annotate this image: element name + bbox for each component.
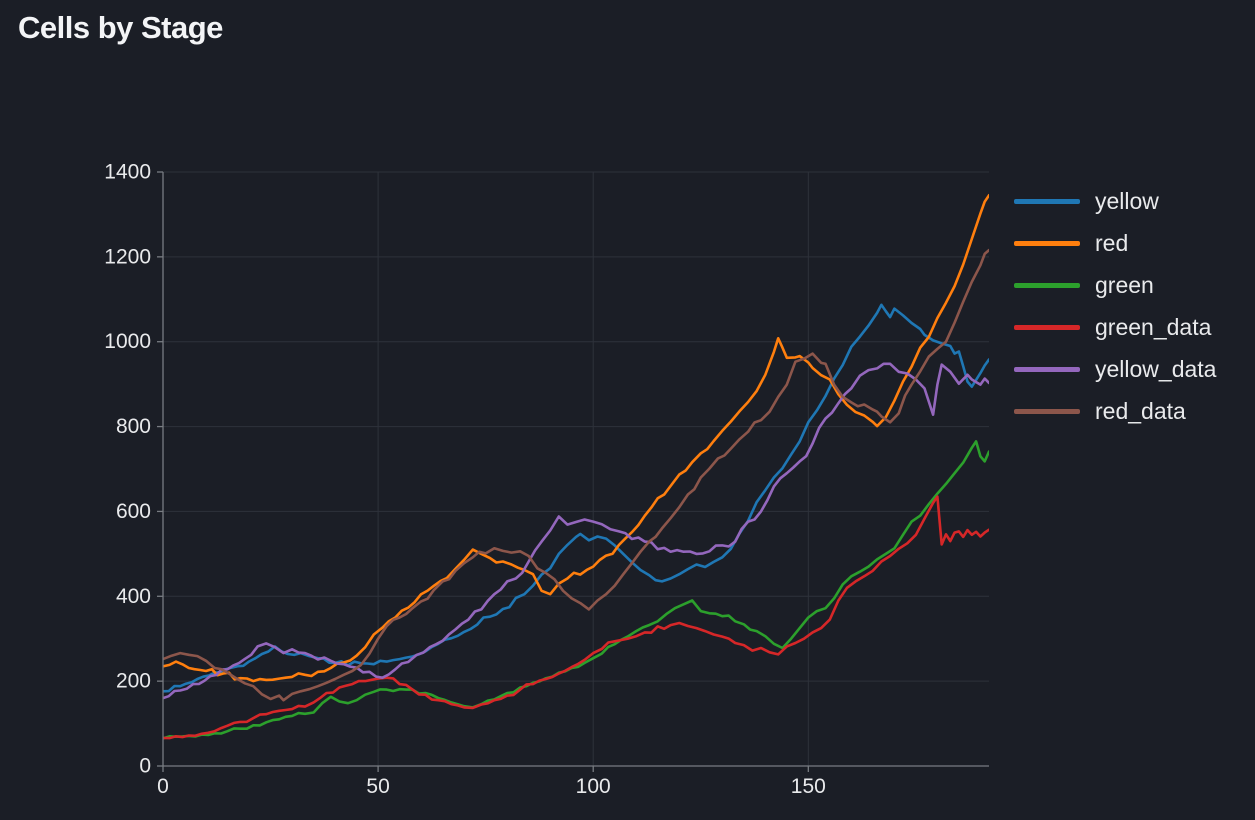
axes: 0 200 400 600 800 1000 1200 1400 0 50 100 150 — [104, 161, 989, 798]
legend-line-swatch — [1014, 324, 1080, 330]
y-tick-label: 400 — [116, 585, 151, 608]
x-tick-label: 100 — [576, 775, 611, 798]
series-line-red — [163, 194, 989, 683]
legend-item-green_data: green_data — [1014, 306, 1216, 348]
x-tick-label: 0 — [157, 775, 169, 798]
chart-title: Cells by Stage — [18, 10, 223, 45]
legend-item-yellow: yellow — [1014, 180, 1216, 222]
legend-item-label: green — [1095, 271, 1154, 298]
legend-line-swatch — [1014, 282, 1080, 288]
legend-item-label: green_data — [1095, 313, 1212, 340]
legend-item-label: red_data — [1095, 397, 1186, 424]
legend-line-swatch — [1014, 198, 1080, 204]
series-line-green_data — [163, 495, 989, 740]
legend-item-label: red — [1095, 229, 1129, 256]
series-line-yellow_data — [163, 362, 989, 700]
legend-item-label: yellow — [1095, 187, 1159, 214]
y-tick-label: 1400 — [104, 161, 151, 184]
x-tick-label: 150 — [791, 775, 826, 798]
legend-item-yellow_data: yellow_data — [1014, 348, 1216, 390]
legend-item-red_data: red_data — [1014, 390, 1216, 432]
y-tick-label: 1000 — [104, 330, 151, 353]
legend: yellow red green green_data yellow_data red_d… — [1014, 180, 1216, 432]
y-tick-label: 200 — [116, 670, 151, 693]
legend-line-swatch — [1014, 408, 1080, 414]
legend-item-green: green — [1014, 264, 1216, 306]
y-tick-label: 800 — [116, 415, 151, 438]
legend-line-swatch — [1014, 240, 1080, 246]
x-tick-label: 50 — [366, 775, 389, 798]
series-line-red_data — [163, 248, 989, 702]
gridlines — [163, 171, 989, 766]
series-line-yellow — [163, 303, 989, 693]
legend-item-label: yellow_data — [1095, 355, 1217, 382]
series-line-green — [163, 440, 989, 740]
y-tick-label: 0 — [139, 755, 151, 778]
y-tick-label: 1200 — [104, 245, 151, 268]
y-tick-label: 600 — [116, 500, 151, 523]
legend-line-swatch — [1014, 366, 1080, 372]
series-lines — [163, 194, 989, 740]
legend-item-red: red — [1014, 222, 1216, 264]
